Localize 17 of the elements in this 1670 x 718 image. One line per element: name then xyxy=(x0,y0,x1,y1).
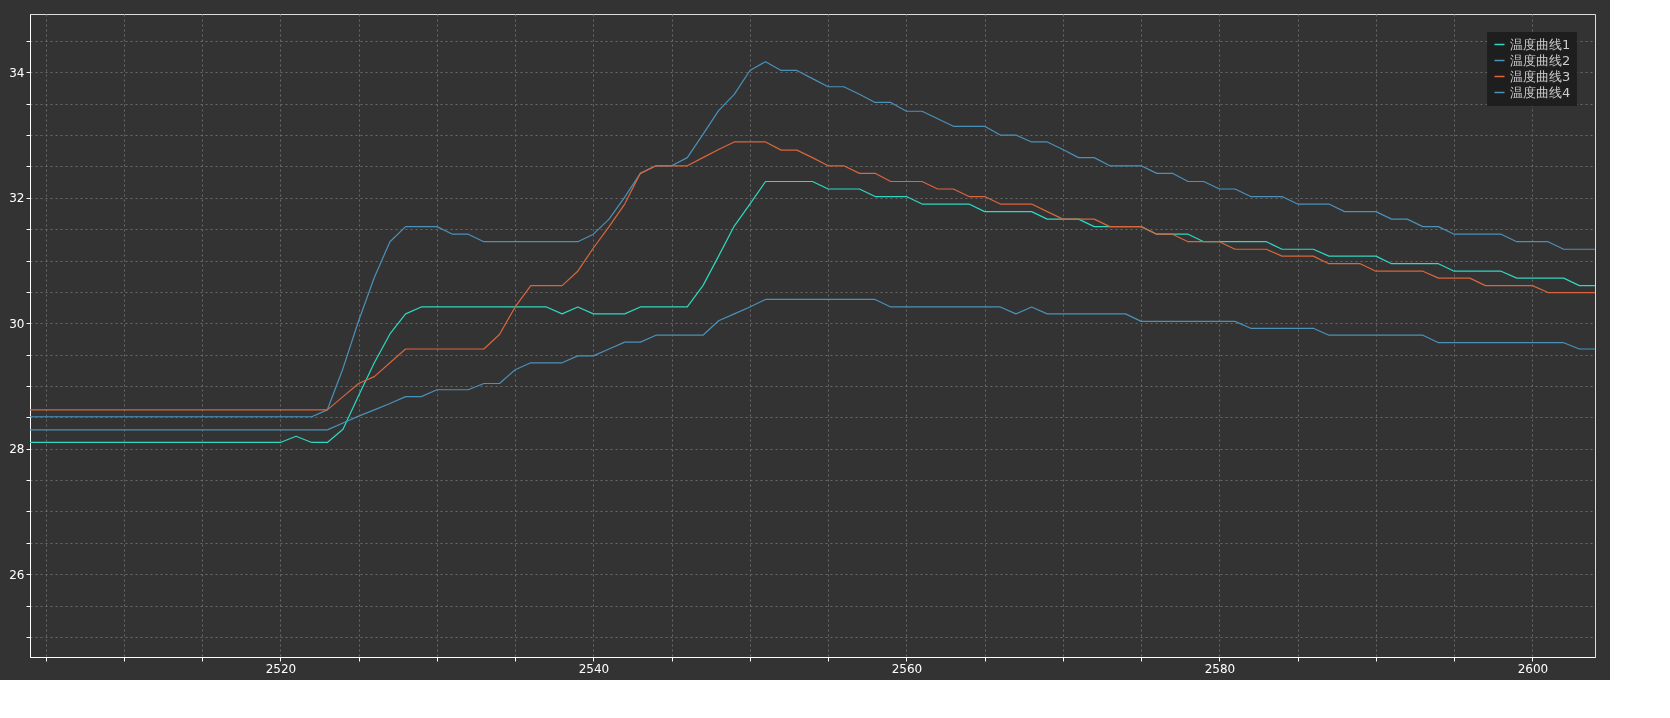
y-tick-label: 26 xyxy=(9,567,25,582)
line-series xyxy=(29,141,1596,411)
y-tick-label: 30 xyxy=(9,316,25,331)
x-tick-label: 2540 xyxy=(578,661,610,676)
x-tick-label: 2600 xyxy=(1517,661,1549,676)
legend-label: 温度曲线1 xyxy=(1510,36,1571,52)
y-tick-label: 32 xyxy=(9,191,25,206)
line-series xyxy=(29,180,1596,444)
y-tick-label: 34 xyxy=(9,65,25,80)
legend-label: 温度曲线2 xyxy=(1510,52,1571,68)
line-series xyxy=(29,298,1596,431)
x-tick-label: 2580 xyxy=(1204,661,1236,676)
x-tick-label: 2520 xyxy=(265,661,297,676)
legend-label: 温度曲线4 xyxy=(1510,84,1571,100)
y-tick-label: 28 xyxy=(9,442,25,457)
x-tick-label: 2560 xyxy=(891,661,923,676)
legend-label: 温度曲线3 xyxy=(1510,68,1571,84)
